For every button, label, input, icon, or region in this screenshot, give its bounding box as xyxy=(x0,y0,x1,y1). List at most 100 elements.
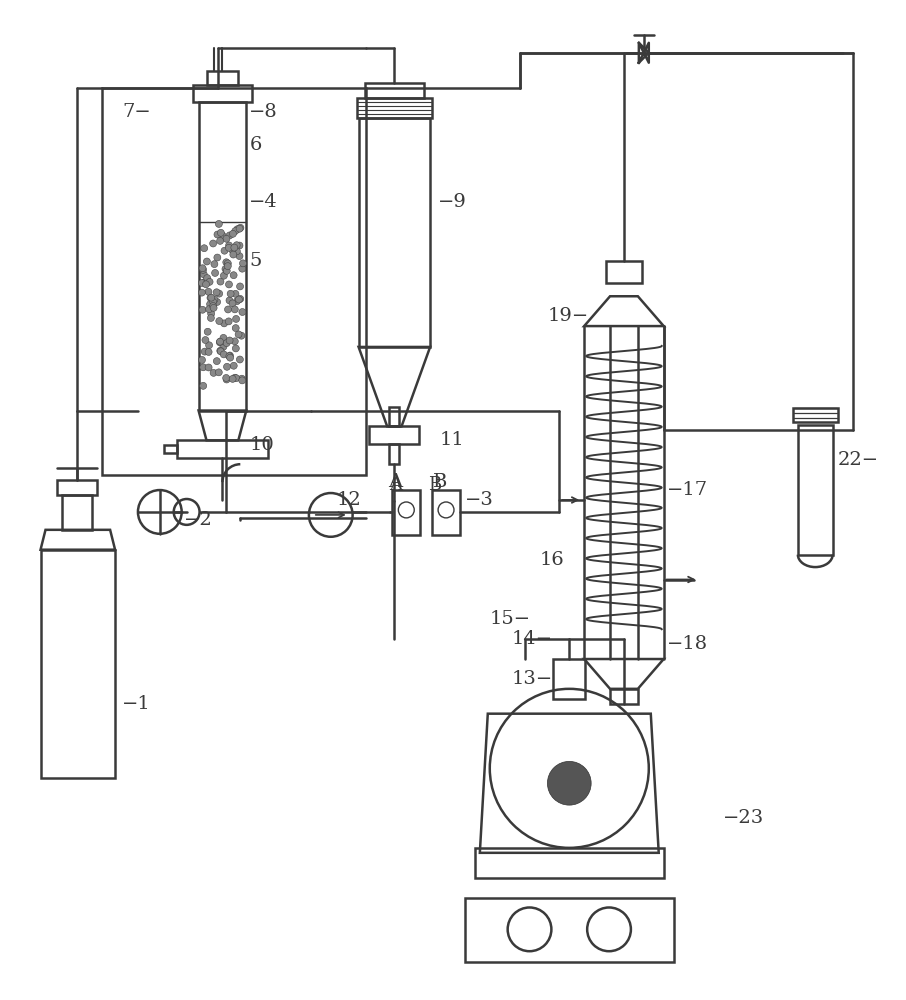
Circle shape xyxy=(213,289,220,296)
Text: 5: 5 xyxy=(249,252,262,270)
Circle shape xyxy=(234,298,240,305)
Circle shape xyxy=(220,351,227,358)
Circle shape xyxy=(214,254,221,261)
Text: −3: −3 xyxy=(465,491,494,509)
Circle shape xyxy=(216,220,222,227)
Circle shape xyxy=(239,265,246,272)
Circle shape xyxy=(226,297,233,304)
Circle shape xyxy=(199,364,207,371)
Circle shape xyxy=(219,232,226,239)
Text: 13−: 13− xyxy=(512,670,553,688)
Bar xyxy=(63,495,92,530)
Circle shape xyxy=(233,315,239,322)
Circle shape xyxy=(209,240,217,247)
Circle shape xyxy=(211,296,218,303)
Circle shape xyxy=(223,374,230,381)
Circle shape xyxy=(204,258,210,265)
Circle shape xyxy=(223,267,230,274)
Circle shape xyxy=(207,301,214,308)
Text: A: A xyxy=(389,476,402,494)
Circle shape xyxy=(220,272,227,279)
Circle shape xyxy=(229,230,236,237)
Bar xyxy=(475,848,664,878)
Circle shape xyxy=(214,231,221,238)
Circle shape xyxy=(198,280,206,286)
Text: B: B xyxy=(429,476,442,494)
Text: −23: −23 xyxy=(723,809,765,827)
Circle shape xyxy=(225,263,231,270)
Circle shape xyxy=(226,242,233,249)
Bar xyxy=(793,408,838,422)
Circle shape xyxy=(221,247,228,254)
Circle shape xyxy=(223,340,230,347)
Circle shape xyxy=(198,356,206,363)
Circle shape xyxy=(236,295,244,302)
Circle shape xyxy=(212,269,218,276)
Circle shape xyxy=(223,376,230,383)
Text: −1: −1 xyxy=(122,695,150,713)
Circle shape xyxy=(205,364,212,371)
Text: A: A xyxy=(389,473,402,491)
Text: −17: −17 xyxy=(667,481,708,499)
Circle shape xyxy=(399,502,414,518)
Circle shape xyxy=(205,349,212,355)
Text: −2: −2 xyxy=(184,511,212,529)
Bar xyxy=(465,898,674,962)
Bar xyxy=(207,71,238,85)
Circle shape xyxy=(207,294,215,301)
Circle shape xyxy=(201,245,207,252)
Circle shape xyxy=(230,251,236,258)
Circle shape xyxy=(236,283,244,290)
Text: −18: −18 xyxy=(667,635,708,653)
Text: −9: −9 xyxy=(439,193,467,211)
Circle shape xyxy=(216,290,223,297)
Circle shape xyxy=(232,374,238,381)
Circle shape xyxy=(206,342,213,349)
Circle shape xyxy=(233,242,240,249)
Circle shape xyxy=(232,228,239,235)
Bar xyxy=(177,440,268,458)
Text: 10: 10 xyxy=(249,436,274,454)
Circle shape xyxy=(207,294,214,301)
Circle shape xyxy=(199,266,207,273)
Circle shape xyxy=(204,277,211,284)
Circle shape xyxy=(231,244,237,251)
Circle shape xyxy=(216,369,222,376)
Circle shape xyxy=(238,332,245,339)
Text: −8: −8 xyxy=(249,103,278,121)
Bar xyxy=(359,118,430,347)
Circle shape xyxy=(226,281,233,288)
Circle shape xyxy=(209,303,217,309)
Circle shape xyxy=(199,265,206,272)
Circle shape xyxy=(217,339,224,346)
Circle shape xyxy=(225,260,231,267)
Circle shape xyxy=(547,761,591,805)
Circle shape xyxy=(202,337,209,344)
Text: 14−: 14− xyxy=(512,630,553,648)
Circle shape xyxy=(198,289,206,296)
Circle shape xyxy=(214,299,220,305)
Bar xyxy=(370,426,419,444)
Bar xyxy=(390,407,400,426)
Circle shape xyxy=(204,275,211,282)
Circle shape xyxy=(226,244,233,251)
Circle shape xyxy=(204,328,211,335)
Circle shape xyxy=(223,259,230,266)
Circle shape xyxy=(200,271,207,278)
Circle shape xyxy=(217,237,224,244)
Circle shape xyxy=(232,325,239,332)
Circle shape xyxy=(201,279,207,286)
Bar xyxy=(798,425,833,555)
Circle shape xyxy=(229,246,236,253)
Circle shape xyxy=(227,290,234,297)
Circle shape xyxy=(217,278,224,285)
Bar xyxy=(102,88,365,475)
Bar xyxy=(198,102,246,411)
Text: 22−: 22− xyxy=(838,451,879,469)
Circle shape xyxy=(239,309,246,315)
Circle shape xyxy=(199,382,207,389)
Circle shape xyxy=(205,288,212,295)
Circle shape xyxy=(239,260,246,267)
Circle shape xyxy=(217,347,224,354)
Bar xyxy=(392,490,420,535)
